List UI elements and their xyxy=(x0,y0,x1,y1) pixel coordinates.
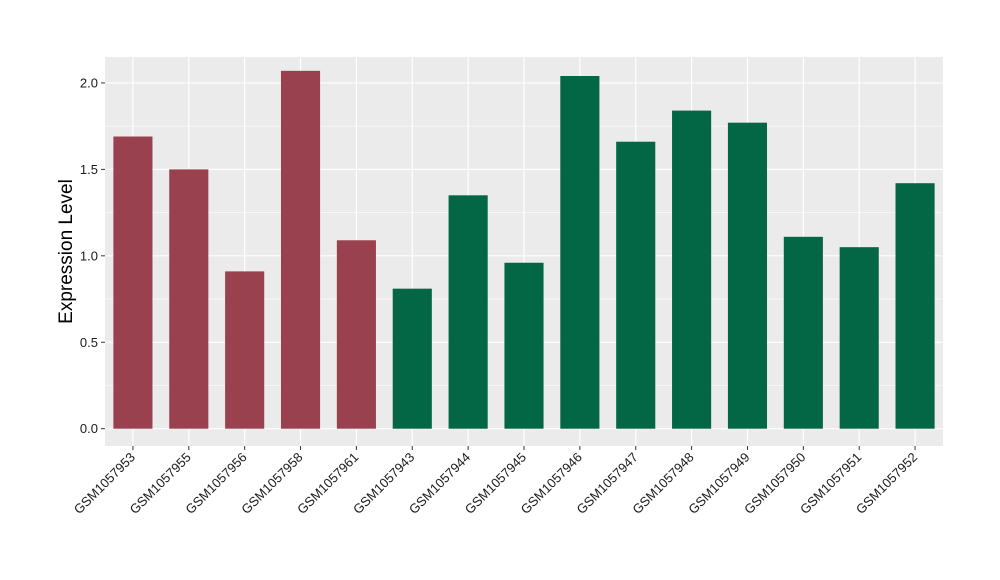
bar-gsm1057961 xyxy=(336,240,376,429)
x-axis: GSM1057953GSM1057955GSM1057956GSM1057958… xyxy=(71,446,920,517)
bar-gsm1057947 xyxy=(616,141,656,429)
bar-gsm1057952 xyxy=(895,183,935,429)
y-tick-label: 1.0 xyxy=(80,248,98,263)
bar-gsm1057943 xyxy=(392,288,432,429)
y-tick-label: 1.5 xyxy=(80,162,98,177)
y-axis: 0.0 0.5 1.0 1.5 2.0 xyxy=(80,75,105,436)
bar-gsm1057955 xyxy=(169,169,209,429)
y-axis-title: Expression Level xyxy=(56,179,77,324)
y-tick-label: 0.5 xyxy=(80,335,98,350)
bar-gsm1057951 xyxy=(839,247,879,429)
bar-gsm1057949 xyxy=(727,122,768,429)
bar-gsm1057958 xyxy=(280,70,321,429)
bars xyxy=(113,70,935,429)
bar-gsm1057950 xyxy=(783,236,823,429)
bar-gsm1057948 xyxy=(672,110,712,429)
y-tick-label: 2.0 xyxy=(80,75,98,90)
bar-gsm1057953 xyxy=(113,136,153,429)
bar-gsm1057945 xyxy=(504,262,544,429)
y-tick-label: 0.0 xyxy=(80,421,98,436)
bar-gsm1057946 xyxy=(560,76,600,429)
bar-gsm1057944 xyxy=(448,195,488,429)
bar-gsm1057956 xyxy=(225,271,265,429)
